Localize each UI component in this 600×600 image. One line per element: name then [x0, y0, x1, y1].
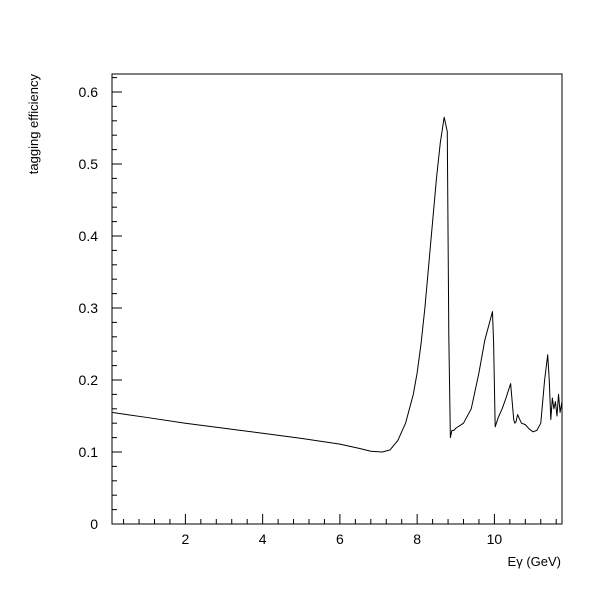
- y-tick-label: 0.6: [79, 84, 99, 100]
- y-axis-title: tagging efficiency: [26, 74, 41, 175]
- x-tick-label: 10: [487, 531, 503, 547]
- y-tick-label: 0.3: [79, 300, 99, 316]
- x-tick-label: 8: [413, 531, 421, 547]
- x-axis: 2 4 6 8 10: [123, 514, 557, 547]
- y-tick-label: 0.4: [79, 228, 99, 244]
- y-tick-label: 0.1: [79, 444, 99, 460]
- x-axis-title: Eγ (GeV): [508, 554, 561, 569]
- x-tick-label: 2: [181, 531, 189, 547]
- y-tick-label: 0.5: [79, 156, 99, 172]
- x-tick-label: 4: [259, 531, 267, 547]
- y-tick-label: 0.2: [79, 372, 99, 388]
- plot-frame: [111, 73, 563, 525]
- series-layer: [111, 116, 563, 453]
- y-axis: 0 0.1 0.2 0.3 0.4 0.5 0.6: [79, 77, 122, 532]
- y-tick-label: 0: [90, 516, 98, 532]
- series-line: [111, 116, 563, 453]
- x-tick-label: 6: [336, 531, 344, 547]
